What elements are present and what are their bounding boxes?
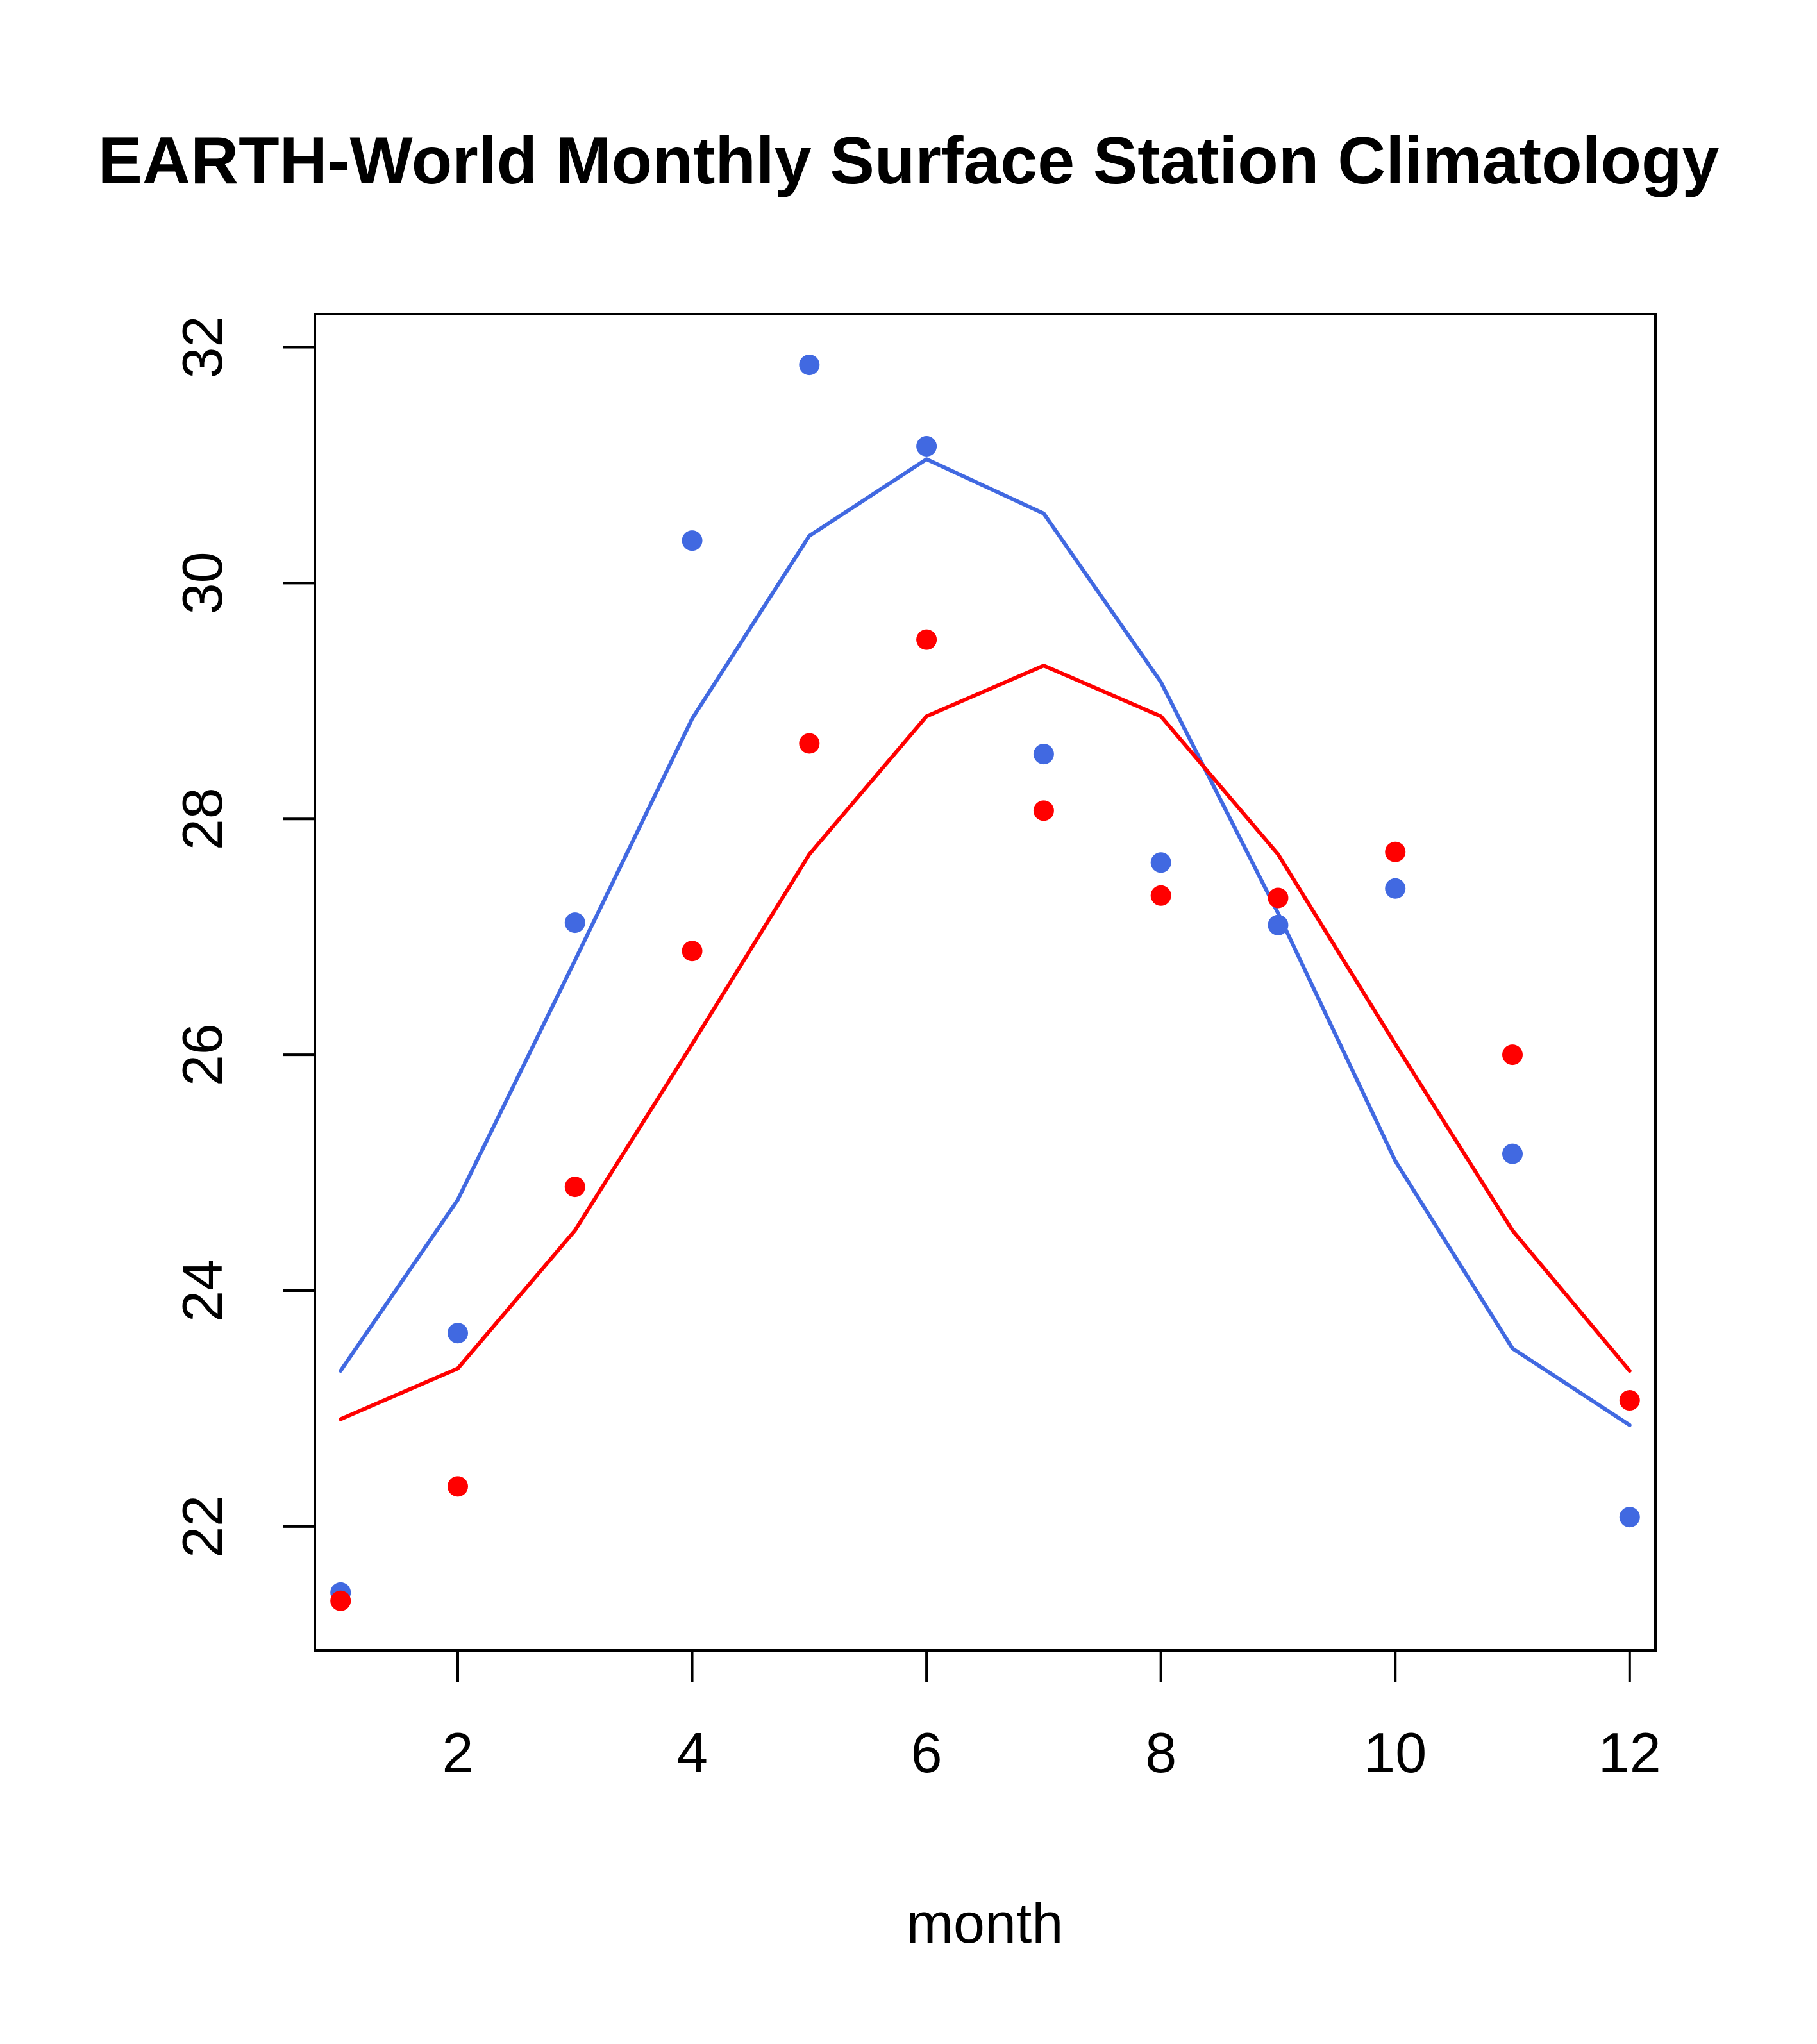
x-tick-label: 4: [676, 1721, 708, 1784]
y-tick-label: 22: [171, 1495, 234, 1558]
y-tick-label: 28: [171, 787, 234, 850]
blue-points-point: [1502, 1143, 1523, 1164]
red-points-point: [799, 733, 820, 754]
red-points-point: [682, 941, 703, 962]
blue-points-point: [564, 912, 585, 934]
red-points-point: [330, 1590, 351, 1611]
y-tick-label: 30: [171, 551, 234, 614]
y-tick-label: 24: [171, 1259, 234, 1322]
blue-points-point: [916, 436, 937, 457]
blue-points-point: [1385, 878, 1406, 899]
plot-frame: [314, 313, 1657, 1652]
x-tick-label: 12: [1598, 1721, 1661, 1784]
blue-points-point: [682, 530, 703, 551]
x-axis: 2 4 6 8 10 12: [442, 1650, 1661, 1784]
y-tick-label: 32: [171, 316, 234, 379]
red-points-point: [1385, 841, 1406, 862]
series-lines: [339, 457, 1632, 1427]
red-points-point: [1268, 887, 1289, 909]
y-tick-label: 26: [171, 1023, 234, 1086]
x-tick-label: 10: [1364, 1721, 1427, 1784]
red-points-point: [1033, 800, 1054, 821]
y-axis: 22 24 26 28 30 32: [171, 316, 315, 1558]
x-axis-label: month: [907, 1891, 1064, 1955]
red-points-point: [564, 1177, 585, 1198]
x-tick-label: 8: [1145, 1721, 1176, 1784]
blue-line-series: [339, 457, 1632, 1427]
x-tick-label: 6: [911, 1721, 942, 1784]
red-points-point: [447, 1476, 468, 1497]
red-points-point: [1150, 885, 1171, 906]
blue-points-point: [1268, 914, 1289, 935]
blue-points-point: [447, 1323, 468, 1344]
series-points: [330, 355, 1640, 1611]
red-line-series: [339, 664, 1632, 1421]
x-tick-label: 2: [442, 1721, 474, 1784]
red-points-point: [1619, 1390, 1640, 1411]
blue-points-point: [1150, 852, 1171, 873]
red-points-point: [1502, 1044, 1523, 1066]
blue-points-point: [1619, 1507, 1640, 1528]
chart-title: EARTH-World Monthly Surface Station Clim…: [98, 124, 1720, 198]
blue-points-point: [1033, 744, 1054, 765]
red-points-point: [916, 629, 937, 650]
blue-points-point: [799, 355, 820, 376]
